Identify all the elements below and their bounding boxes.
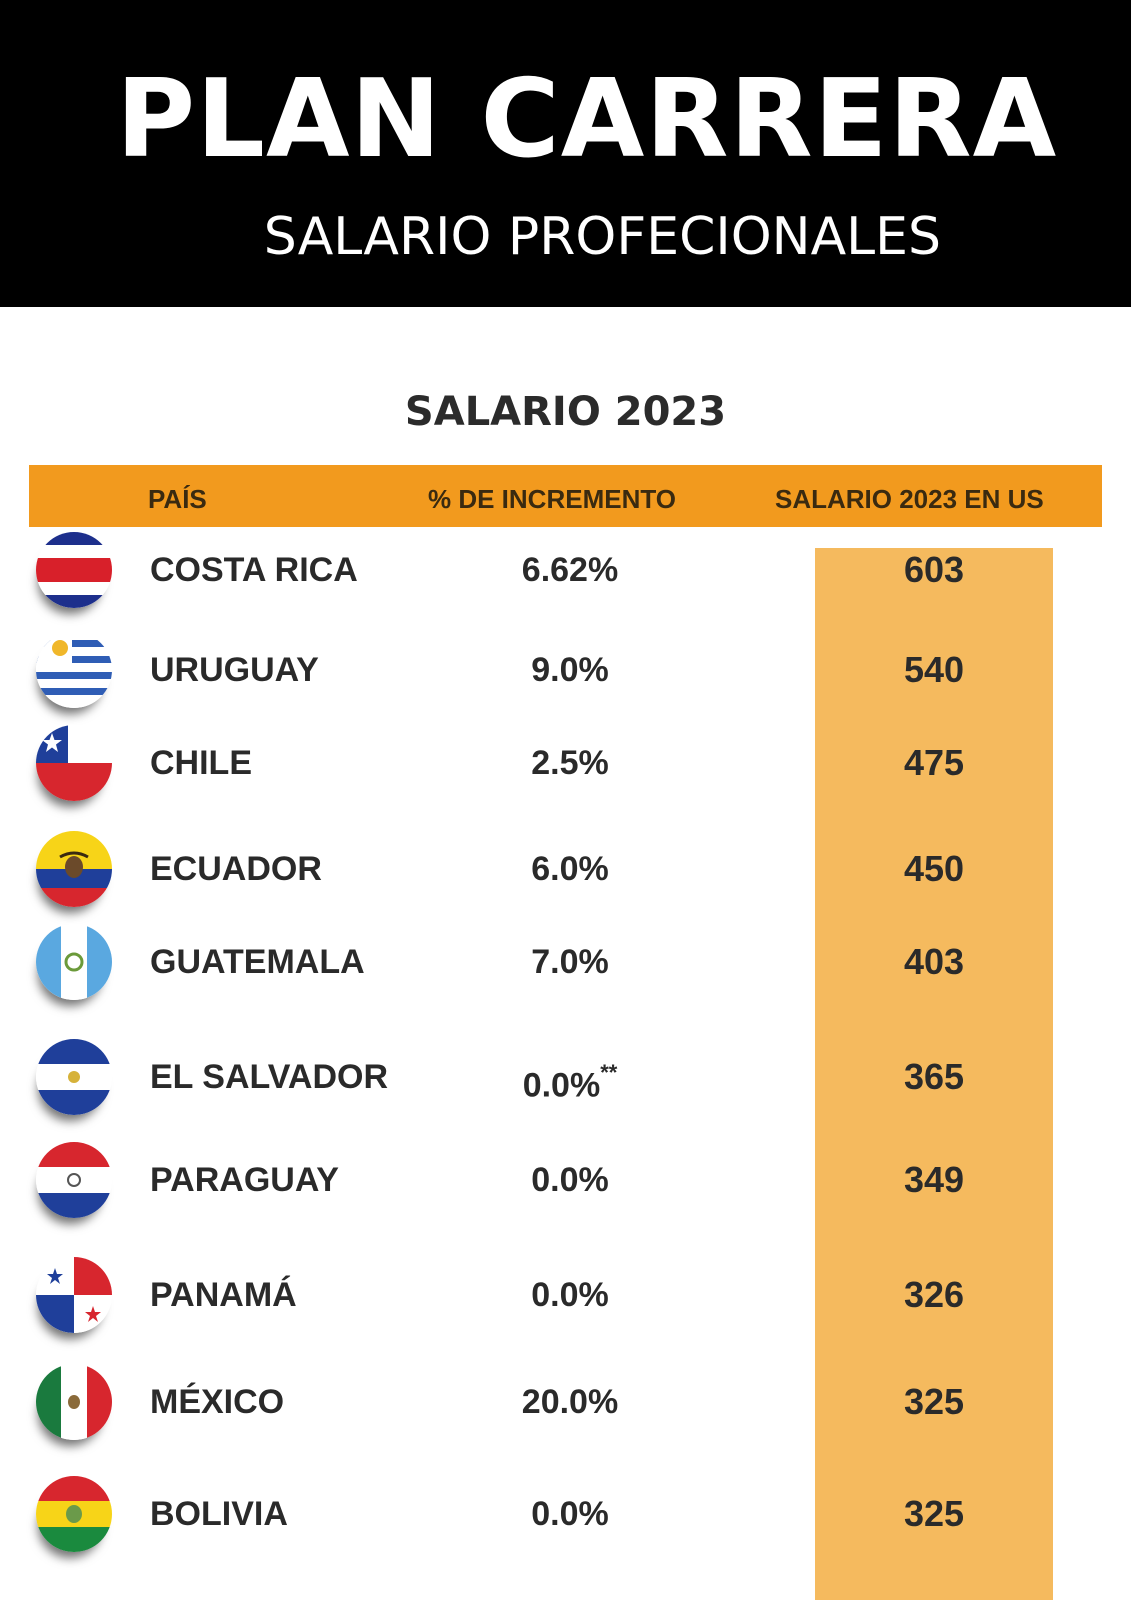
country-name: CHILE [150, 744, 252, 782]
salary-value: 349 [903, 1159, 965, 1200]
salary-value: 403 [903, 941, 965, 982]
increment-text: 6.0% [531, 850, 609, 888]
country-name: URUGUAY [150, 651, 319, 689]
salary-value: 326 [903, 1274, 965, 1315]
column-header-salary: SALARIO 2023 EN US [775, 484, 1044, 514]
country-name: ECUADOR [150, 850, 322, 888]
table-row: URUGUAY 9.0% 540 [0, 628, 1131, 718]
increment-value: 7.0% [470, 940, 670, 984]
bolivia-flag-icon [36, 1476, 112, 1552]
table-title: SALARIO 2023 [404, 389, 727, 435]
costa-rica-flag-icon [36, 532, 112, 608]
table-row: PARAGUAY 0.0% 349 [0, 1138, 1131, 1228]
increment-value: 20.0% [470, 1380, 670, 1424]
increment-value: 0.0% [470, 1158, 670, 1202]
increment-text: 0.0% [531, 1276, 609, 1314]
increment-value: 0.0% [470, 1492, 670, 1536]
increment-text: 7.0% [531, 943, 609, 981]
paraguay-flag-icon [36, 1142, 112, 1218]
increment-text: 20.0% [521, 1383, 619, 1421]
salary-value: 475 [903, 742, 965, 783]
increment-value: 0.0% [470, 1273, 670, 1317]
table-header-bar [29, 465, 1102, 527]
uruguay-flag-icon [36, 632, 112, 708]
table-row: BOLIVIA 0.0% 325 [0, 1472, 1131, 1562]
table-row: PANAMÁ 0.0% 326 [0, 1253, 1131, 1343]
country-name: PANAMÁ [150, 1276, 297, 1314]
increment-text: 0.0% [531, 1161, 609, 1199]
salary-value: 540 [903, 649, 965, 690]
increment-text: 0.0% [531, 1495, 609, 1533]
table-row: GUATEMALA 7.0% 403 [0, 920, 1131, 1010]
increment-value: 9.0% [470, 648, 670, 692]
increment-footnote-mark: ** [600, 1060, 618, 1085]
ecuador-flag-icon [36, 831, 112, 907]
salary-value: 365 [903, 1056, 965, 1097]
el-salvador-flag-icon [36, 1039, 112, 1115]
country-name: COSTA RICA [150, 551, 358, 589]
increment-value: 0.0%** [470, 1055, 670, 1107]
banner-title: PLAN CARRERA [116, 57, 1058, 182]
country-name: BOLIVIA [150, 1495, 288, 1533]
salary-value: 603 [903, 549, 965, 590]
banner-subtitle: SALARIO PROFECIONALES [263, 207, 941, 267]
panama-flag-icon [36, 1257, 112, 1333]
increment-value: 6.62% [470, 548, 670, 592]
increment-value: 6.0% [470, 847, 670, 891]
table-row: MÉXICO 20.0% 325 [0, 1360, 1131, 1450]
salary-column-highlight [815, 548, 1053, 1600]
country-name: GUATEMALA [150, 943, 365, 981]
increment-text: 2.5% [531, 744, 609, 782]
table-row: COSTA RICA 6.62% 603 [0, 528, 1131, 618]
title-banner: PLAN CARRERA SALARIO PROFECIONALES [0, 0, 1131, 307]
country-name: PARAGUAY [150, 1161, 339, 1199]
column-header-country: PAÍS [148, 484, 207, 514]
increment-text: 6.62% [521, 551, 619, 589]
increment-text: 9.0% [531, 651, 609, 689]
chile-flag-icon [36, 725, 112, 801]
increment-text: 0.0% [522, 1066, 601, 1105]
country-name: EL SALVADOR [150, 1058, 389, 1096]
salary-value: 325 [903, 1381, 965, 1422]
country-name: MÉXICO [150, 1383, 285, 1421]
mexico-flag-icon [36, 1364, 112, 1440]
guatemala-flag-icon [36, 924, 112, 1000]
increment-value: 2.5% [470, 741, 670, 785]
table-row: EL SALVADOR 0.0%** 365 [0, 1035, 1131, 1125]
table-row: ECUADOR 6.0% 450 [0, 827, 1131, 917]
column-header-increment: % DE INCREMENTO [428, 484, 676, 514]
salary-value: 450 [903, 848, 965, 889]
salary-value: 325 [903, 1493, 965, 1534]
table-row: CHILE 2.5% 475 [0, 721, 1131, 811]
